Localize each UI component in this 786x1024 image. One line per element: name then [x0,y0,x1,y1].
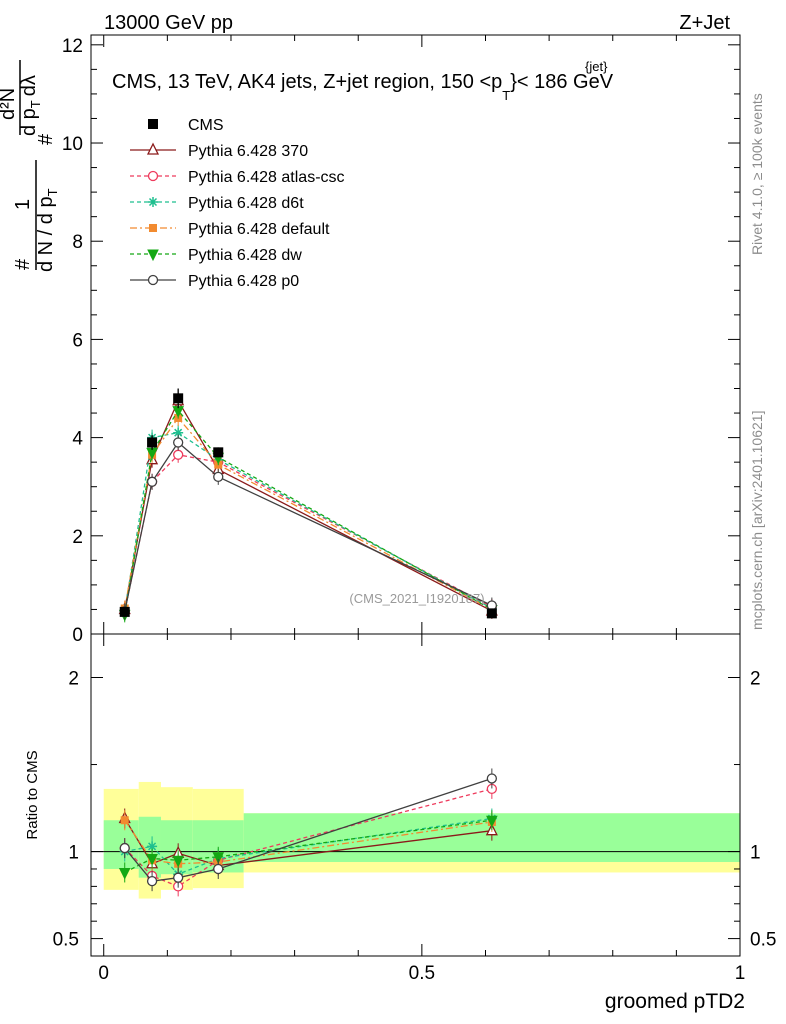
rivet-version-label: Rivet 4.1.0, ≥ 100k events [749,93,765,255]
y-tick-label: 0 [72,625,83,646]
legend-label: Pythia 6.428 atlas-csc [188,169,345,186]
ratio-y-tick-label: 0.5 [53,930,79,951]
x-axis-label: groomed pTD2 [605,990,745,1013]
ratio-marker [213,863,224,875]
legend-label: Pythia 6.428 default [188,221,330,238]
cms-data-point [173,393,184,404]
legend-label: Pythia 6.428 p0 [188,273,299,290]
legend-marker [149,224,157,232]
x-tick-label: 0.5 [409,963,435,984]
ratio-series-pythia-6-428-dw [118,810,498,883]
legend-marker [147,170,159,182]
ratio-y-tick-label: 2 [68,669,79,690]
ratio-series-line [124,819,492,865]
ratio-axis-ticks: 0.5 0.5 1 1 2 2 [53,634,776,956]
ratio-marker [146,876,158,887]
ratio-marker [486,815,498,828]
ylabel-inner-den: d pTdλ [18,75,43,136]
legend-cms-label: CMS [188,117,224,134]
ratio-marker [172,855,184,868]
legend-marker [148,197,158,207]
cms-data-point [147,437,158,448]
series-line [124,454,493,612]
x-tick-labels: 0 0.5 1 [98,963,745,984]
ylabel-inner-den-text: d p [18,108,40,136]
legend-label: Pythia 6.428 d6t [188,195,304,212]
y-tick-label: 4 [72,429,83,450]
series-marker [173,427,184,438]
analysis-watermark: (CMS_2021_I1920187) [349,591,484,606]
chart-title-main: CMS, 13 TeV, AK4 jets, Z+jet region, 150… [112,71,502,93]
ylabel-d2n: d²N [0,88,19,120]
ratio-marker [119,842,130,854]
ratio-plot-frame [90,633,741,957]
ratio-marker [146,854,158,866]
legend-marker [146,142,160,155]
legend-label: Pythia 6.428 dw [188,247,302,264]
header-process-label: Z+Jet [679,12,730,34]
ylabel-hash-2: # [35,133,57,145]
y-tick-label: 8 [72,232,83,253]
ratio-y-axis-label: Ratio to CMS [24,750,41,839]
series-marker [213,471,224,483]
legend-marker [147,274,159,286]
ratio-series-layer [118,768,498,897]
legend: CMS Pythia 6.428 370 Pythia 6.428 atlas-cs… [130,117,345,290]
ylabel-hash-1: # [12,258,34,270]
chart-title: CMS, 13 TeV, AK4 jets, Z+jet region, 150… [112,71,614,103]
main-axis-ticks: 0 2 4 6 8 10 12 [62,35,741,646]
ylabel-one: 1 [12,199,34,210]
cms-data-point [119,606,130,617]
series-line [124,441,493,612]
ratio-marker [118,867,131,880]
ratio-y-tick-label-right: 2 [750,669,761,690]
x-tick-label: 1 [735,963,746,984]
series-pythia-6-428-370 [118,392,498,619]
chart-title-sub: T [502,88,510,103]
mcplots-reference-label: mcplots.cern.ch [arXiv:2401.10621] [749,411,765,630]
ratio-marker [173,872,184,883]
ratio-plot: 0.5 0.5 1 1 2 2 [53,633,776,957]
series-marker [173,437,184,448]
x-tick-label: 0 [98,963,109,984]
series-cms-data [119,388,497,619]
ylabel-denominator: d N / d pT [35,188,60,272]
ratio-marker [486,773,498,784]
main-y-axis-label: # 1 d N / d pT # d²N d pTdλ [0,60,60,272]
main-series-layer [118,388,498,623]
y-tick-label: 12 [62,36,83,57]
ratio-y-tick-label-right: 1 [750,843,761,864]
legend-cms-marker [148,119,158,129]
chart-title-tail: }< 186 GeV [510,71,614,93]
ratio-marker [212,852,225,864]
main-plot: 0 2 4 6 8 10 12 (CMS_2021_I1920187) CMS, 13 Te… [62,34,741,646]
ylabel-denominator-sub: T [45,188,60,196]
ratio-marker [147,841,158,852]
ratio-y-tick-label: 1 [68,843,79,864]
cms-data-point [213,447,224,458]
y-tick-label: 6 [72,330,83,351]
ratio-series-pythia-6-428-p0 [119,768,498,892]
header-beam-label: 13000 GeV pp [104,12,233,34]
cms-data-point [486,608,497,619]
legend-marker [147,249,159,262]
y-tick-label: 2 [72,527,83,548]
ylabel-inner-den-sub: T [28,100,43,108]
y-tick-label: 10 [62,134,83,155]
series-marker [146,476,158,487]
ratio-marker [120,816,129,825]
ratio-y-tick-label-right: 0.5 [750,930,776,951]
legend-label: Pythia 6.428 370 [188,143,308,160]
ylabel-inner-den-tail: dλ [18,75,40,96]
ylabel-denominator-text: d N / d p [35,196,57,272]
chart-title-sup: {jet} [585,59,608,74]
series-marker [173,449,184,460]
